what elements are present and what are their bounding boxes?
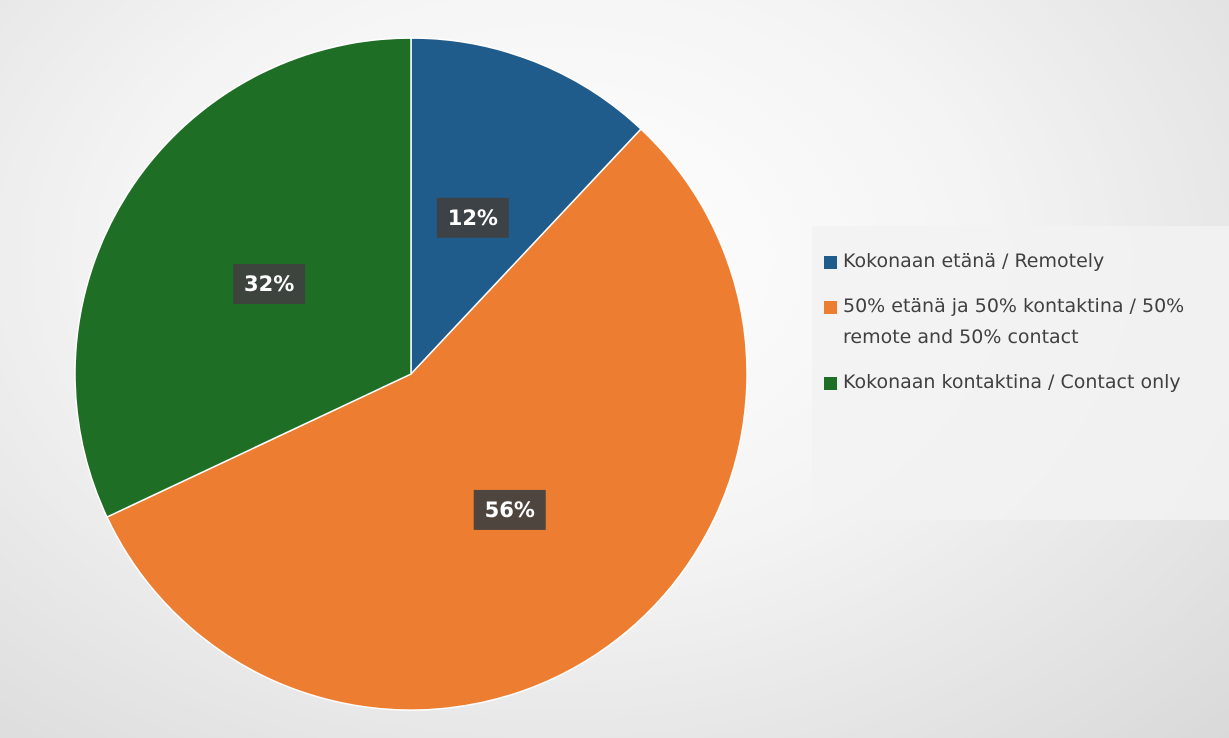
legend-entry: 50% etänä ja 50% kontaktina / 50% remote…	[824, 291, 1204, 353]
data-label-box	[436, 197, 509, 238]
legend-entry: Kokonaan kontaktina / Contact only	[824, 367, 1204, 398]
data-label: 32%	[244, 272, 294, 296]
pie-slice	[410, 37, 643, 376]
data-label: 56%	[485, 498, 535, 522]
legend: Kokonaan etänä / Remotely 50% etänä ja 50…	[812, 226, 1229, 520]
data-label-box	[233, 263, 306, 304]
legend-swatch	[824, 256, 837, 269]
legend-entry: Kokonaan etänä / Remotely	[824, 246, 1204, 277]
pie-slice	[105, 128, 748, 711]
legend-swatch	[824, 301, 837, 314]
legend-label: 50% etänä ja 50% kontaktina / 50% remote…	[843, 295, 1185, 348]
data-label-box	[473, 489, 546, 530]
legend-swatch	[824, 377, 837, 390]
legend-label: Kokonaan etänä / Remotely	[843, 250, 1105, 272]
legend-label: Kokonaan kontaktina / Contact only	[843, 371, 1181, 393]
data-label: 12%	[448, 206, 498, 230]
